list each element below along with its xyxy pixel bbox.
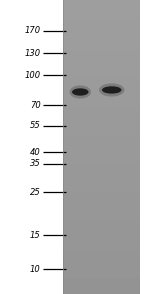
Ellipse shape [70,85,91,98]
Text: 35: 35 [30,159,40,168]
Ellipse shape [102,86,122,93]
Text: 25: 25 [30,188,40,197]
Ellipse shape [99,83,124,96]
Text: 130: 130 [24,49,40,58]
Text: 70: 70 [30,101,40,110]
Ellipse shape [72,88,88,96]
Text: 170: 170 [24,26,40,35]
Text: 15: 15 [30,231,40,240]
Bar [63,0,140,294]
Text: 10: 10 [30,265,40,274]
Text: 55: 55 [30,121,40,130]
Text: 100: 100 [24,71,40,80]
Text: 40: 40 [30,148,40,157]
